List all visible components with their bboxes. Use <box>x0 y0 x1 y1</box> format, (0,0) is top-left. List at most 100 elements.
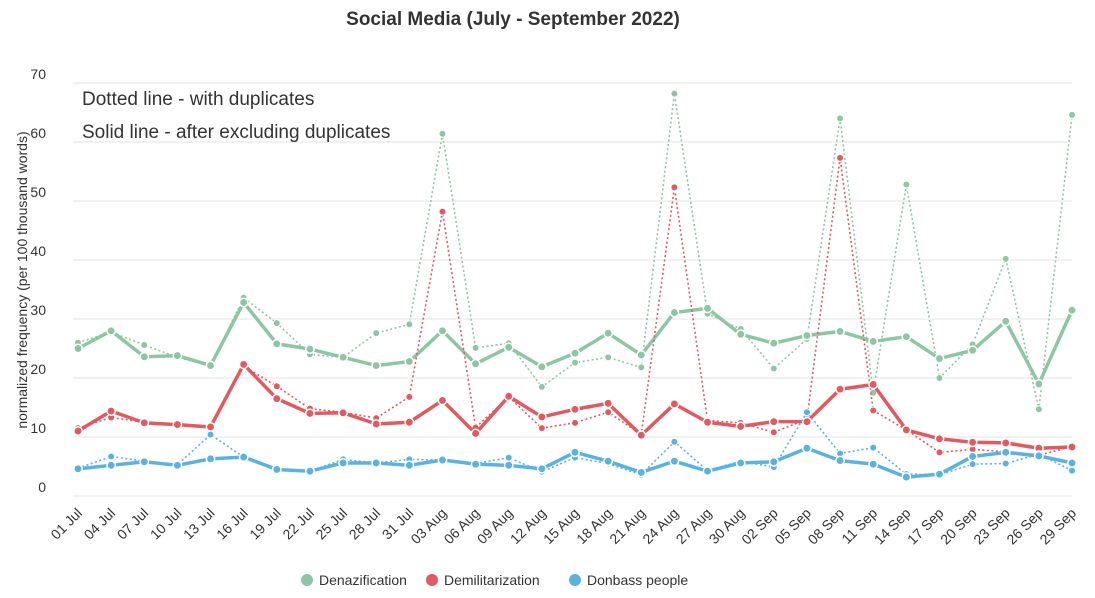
data-point-with-duplicates[interactable] <box>471 343 480 352</box>
data-point-after-excluding[interactable] <box>835 384 846 395</box>
data-point-after-excluding[interactable] <box>172 419 183 430</box>
data-point-after-excluding[interactable] <box>868 459 879 470</box>
data-point-after-excluding[interactable] <box>801 416 812 427</box>
data-point-with-duplicates[interactable] <box>372 329 381 338</box>
data-point-after-excluding[interactable] <box>503 391 514 402</box>
data-point-after-excluding[interactable] <box>371 458 382 468</box>
legend-item[interactable]: Denazification <box>301 572 407 588</box>
data-point-with-duplicates[interactable] <box>405 392 414 401</box>
data-point-with-duplicates[interactable] <box>670 437 679 446</box>
data-point-with-duplicates[interactable] <box>869 406 878 415</box>
data-point-after-excluding[interactable] <box>1067 305 1077 316</box>
data-point-after-excluding[interactable] <box>205 360 216 371</box>
data-point-with-duplicates[interactable] <box>769 364 778 373</box>
data-point-after-excluding[interactable] <box>735 458 746 468</box>
data-point-after-excluding[interactable] <box>669 307 680 318</box>
data-point-with-duplicates[interactable] <box>604 408 613 417</box>
data-point-after-excluding[interactable] <box>271 464 282 475</box>
data-point-with-duplicates[interactable] <box>670 183 679 192</box>
data-point-after-excluding[interactable] <box>934 353 945 364</box>
data-point-after-excluding[interactable] <box>768 416 779 427</box>
data-point-after-excluding[interactable] <box>536 463 547 474</box>
data-point-after-excluding[interactable] <box>106 325 117 336</box>
data-point-after-excluding[interactable] <box>934 469 945 480</box>
data-point-after-excluding[interactable] <box>967 451 978 462</box>
data-point-after-excluding[interactable] <box>470 459 481 470</box>
data-point-after-excluding[interactable] <box>1000 437 1011 448</box>
data-point-with-duplicates[interactable] <box>140 340 149 349</box>
data-point-with-duplicates[interactable] <box>571 418 579 427</box>
data-point-after-excluding[interactable] <box>901 424 912 435</box>
data-point-after-excluding[interactable] <box>338 407 349 418</box>
data-point-with-duplicates[interactable] <box>604 353 613 362</box>
data-point-after-excluding[interactable] <box>636 350 647 360</box>
data-point-after-excluding[interactable] <box>338 352 349 363</box>
data-point-with-duplicates[interactable] <box>107 452 116 461</box>
data-point-after-excluding[interactable] <box>1033 450 1044 461</box>
data-point-with-duplicates[interactable] <box>438 129 447 138</box>
data-point-with-duplicates[interactable] <box>1068 466 1076 475</box>
data-point-after-excluding[interactable] <box>570 348 580 359</box>
data-point-with-duplicates[interactable] <box>1001 254 1010 263</box>
data-point-after-excluding[interactable] <box>404 417 415 428</box>
data-point-after-excluding[interactable] <box>437 325 448 336</box>
legend[interactable]: Denazification Demilitarization Donbass pe… <box>301 572 688 588</box>
data-point-with-duplicates[interactable] <box>637 363 646 372</box>
data-point-after-excluding[interactable] <box>768 338 779 349</box>
data-point-after-excluding[interactable] <box>404 460 415 471</box>
data-point-after-excluding[interactable] <box>669 399 680 409</box>
data-point-after-excluding[interactable] <box>73 343 83 354</box>
data-point-with-duplicates[interactable] <box>571 358 579 367</box>
data-point-after-excluding[interactable] <box>801 443 812 454</box>
data-point-after-excluding[interactable] <box>1067 442 1077 452</box>
data-point-with-duplicates[interactable] <box>1034 405 1043 414</box>
data-point-with-duplicates[interactable] <box>968 460 977 469</box>
data-point-after-excluding[interactable] <box>304 344 315 355</box>
data-point-after-excluding[interactable] <box>570 404 580 415</box>
data-point-after-excluding[interactable] <box>603 398 614 409</box>
data-point-after-excluding[interactable] <box>371 419 382 429</box>
data-point-after-excluding[interactable] <box>1033 378 1044 389</box>
data-point-after-excluding[interactable] <box>536 411 547 422</box>
data-point-with-duplicates[interactable] <box>935 374 944 382</box>
data-point-after-excluding[interactable] <box>1000 316 1011 327</box>
data-point-after-excluding[interactable] <box>139 351 150 362</box>
data-point-with-duplicates[interactable] <box>836 153 845 162</box>
data-point-after-excluding[interactable] <box>470 428 481 439</box>
data-point-after-excluding[interactable] <box>967 437 978 448</box>
data-point-after-excluding[interactable] <box>636 467 647 478</box>
data-point-with-duplicates[interactable] <box>206 430 215 439</box>
data-point-after-excluding[interactable] <box>371 360 382 371</box>
data-point-with-duplicates[interactable] <box>869 443 878 452</box>
data-point-with-duplicates[interactable] <box>836 114 845 123</box>
data-point-after-excluding[interactable] <box>172 460 183 471</box>
data-point-after-excluding[interactable] <box>238 452 249 463</box>
data-point-after-excluding[interactable] <box>73 426 83 437</box>
data-point-after-excluding[interactable] <box>304 408 315 419</box>
data-point-with-duplicates[interactable] <box>272 382 281 391</box>
data-point-with-duplicates[interactable] <box>1001 459 1010 468</box>
data-point-after-excluding[interactable] <box>437 455 448 465</box>
data-point-after-excluding[interactable] <box>238 297 249 308</box>
data-point-with-duplicates[interactable] <box>769 428 778 437</box>
data-point-after-excluding[interactable] <box>669 456 680 467</box>
data-point-with-duplicates[interactable] <box>438 207 447 216</box>
data-point-after-excluding[interactable] <box>934 433 945 444</box>
data-point-after-excluding[interactable] <box>835 455 846 466</box>
legend-item[interactable]: Donbass people <box>569 572 688 588</box>
data-point-after-excluding[interactable] <box>603 328 614 339</box>
data-point-with-duplicates[interactable] <box>405 320 414 329</box>
data-point-after-excluding[interactable] <box>271 393 282 404</box>
data-point-after-excluding[interactable] <box>636 430 647 441</box>
data-point-after-excluding[interactable] <box>437 395 448 406</box>
data-point-after-excluding[interactable] <box>1000 447 1011 458</box>
data-point-with-duplicates[interactable] <box>272 319 281 328</box>
data-point-after-excluding[interactable] <box>835 326 846 337</box>
data-point-with-duplicates[interactable] <box>537 424 546 433</box>
data-point-with-duplicates[interactable] <box>670 89 679 98</box>
data-point-after-excluding[interactable] <box>801 330 812 341</box>
data-point-after-excluding[interactable] <box>271 338 282 349</box>
data-point-after-excluding[interactable] <box>172 350 183 361</box>
data-point-after-excluding[interactable] <box>702 303 713 314</box>
data-point-after-excluding[interactable] <box>304 466 315 477</box>
